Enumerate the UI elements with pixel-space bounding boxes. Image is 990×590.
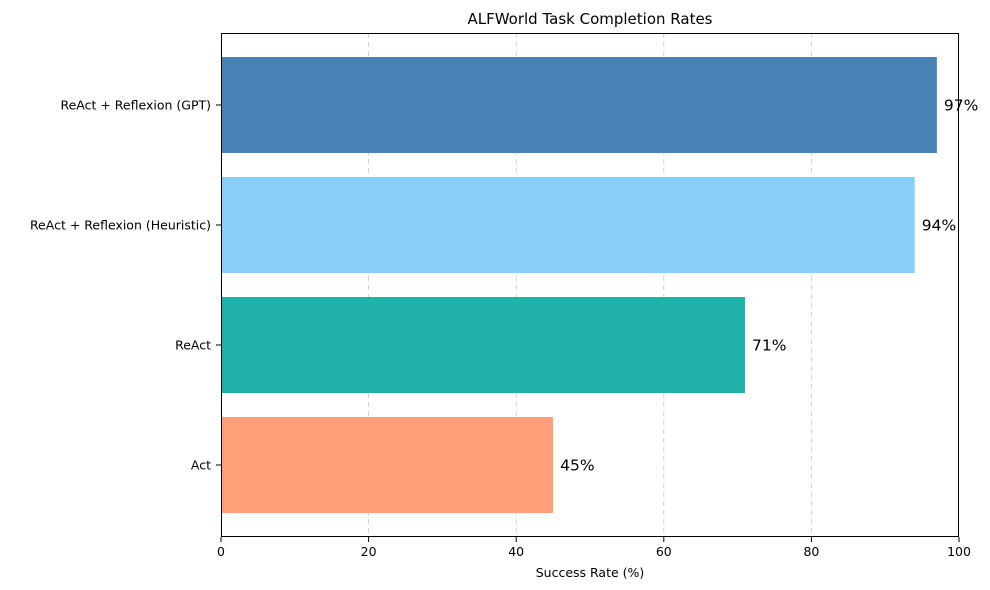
bar <box>221 297 745 393</box>
bar-value-label: 94% <box>922 217 956 235</box>
x-tick-label: 80 <box>803 544 819 559</box>
plot-frame <box>221 33 959 537</box>
bar-value-label: 97% <box>944 97 978 115</box>
x-tick-label: 0 <box>217 544 225 559</box>
y-tick-label: Act <box>191 458 211 473</box>
bar-value-label: 45% <box>560 457 594 475</box>
y-tick-label: ReAct + Reflexion (GPT) <box>60 98 211 113</box>
x-tick-label: 60 <box>656 544 672 559</box>
y-tick-label: ReAct + Reflexion (Heuristic) <box>30 218 211 233</box>
chart-title: ALFWorld Task Completion Rates <box>467 10 712 28</box>
x-axis-label: Success Rate (%) <box>536 565 645 580</box>
bar <box>221 177 915 273</box>
bar-layer <box>221 57 937 513</box>
x-tick-label: 40 <box>508 544 524 559</box>
bar-value-label: 71% <box>752 337 786 355</box>
y-tick-label: ReAct <box>175 338 211 353</box>
y-axis-ticks: Act ReAct ReAct + Reflexion (Heuristic) ReA… <box>30 98 221 473</box>
x-tick-label: 100 <box>947 544 971 559</box>
value-labels: 45% 71% 94% 97% <box>560 97 978 475</box>
bar <box>221 57 937 153</box>
x-axis-ticks: 0 20 40 60 80 100 <box>217 537 971 559</box>
x-tick-label: 20 <box>361 544 377 559</box>
bar <box>221 417 554 513</box>
